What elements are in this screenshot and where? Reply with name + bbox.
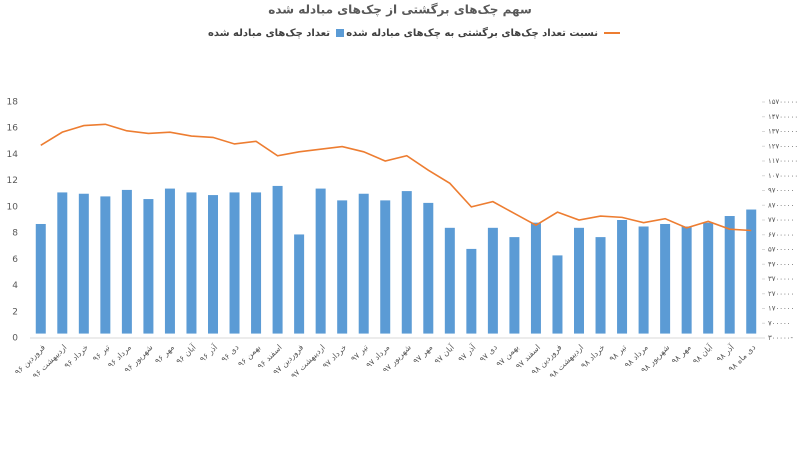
bar: [294, 234, 305, 334]
bar: [509, 237, 520, 334]
bar: [681, 226, 692, 334]
bar: [208, 195, 218, 334]
bar: [337, 200, 348, 334]
bar: [466, 248, 477, 334]
x-tick-label: آذر ۹۶: [197, 342, 219, 364]
y-tick-label: 14: [7, 150, 19, 160]
y2-tick-label: ۱۱۷۰۰۰۰۰: [768, 157, 798, 165]
bar: [660, 223, 671, 334]
x-tick-label: خرداد ۹۶: [63, 343, 91, 371]
bar: [121, 189, 132, 334]
x-tick-label: آبان ۹۷: [432, 342, 457, 367]
y-tick-label: 6: [12, 255, 18, 265]
bar: [164, 188, 175, 334]
bar: [487, 227, 498, 334]
bar: [724, 216, 735, 334]
bar: [703, 222, 714, 334]
bar: [530, 222, 541, 334]
y2-tick-label: ۴۷۰۰۰۰۰: [768, 260, 794, 268]
bar: [423, 202, 434, 334]
y2-tick-label: ۷۰۰۰۰۰: [768, 319, 791, 327]
y2-tick-label: ۹۷۰۰۰۰۰: [768, 187, 794, 195]
bar: [100, 196, 111, 334]
bar: [638, 226, 649, 334]
y-tick-label: 8: [12, 229, 18, 239]
y-tick-label: 0: [12, 334, 18, 344]
legend-marker: [336, 29, 344, 37]
x-tick-label: مهر ۹۶: [153, 343, 176, 366]
y-tick-label: 4: [12, 281, 18, 291]
y2-tick-label: ۵۷۰۰۰۰۰: [768, 246, 794, 254]
legend-label: نسبت تعداد چک‌های برگشتی به چک‌های مبادل…: [346, 26, 598, 39]
y2-tick-label: ۸۷۰۰۰۰۰: [768, 201, 794, 209]
bar: [617, 220, 628, 334]
x-tick-label: آبان ۹۶: [174, 342, 199, 367]
bar: [251, 192, 262, 334]
bar: [272, 185, 283, 334]
bar: [552, 255, 563, 334]
y2-tick-label: ۱۵۷۰۰۰۰۰: [768, 98, 798, 106]
bar: [229, 192, 240, 334]
y2-tick-label: ۶۷۰۰۰۰۰: [768, 231, 794, 239]
y-tick-label: 18: [7, 98, 19, 108]
bar: [380, 200, 391, 334]
bar: [315, 188, 326, 334]
bar: [186, 192, 197, 334]
y2-tick-label: ۱۷۰۰۰۰۰: [768, 305, 794, 313]
y2-tick-label: ۳۰۰۰۰۰-: [768, 334, 794, 342]
bar: [746, 209, 757, 334]
y2-tick-label: ۱۴۷۰۰۰۰۰: [768, 113, 798, 121]
y2-tick-label: ۳۷۰۰۰۰۰: [768, 275, 794, 283]
bar: [595, 237, 606, 334]
bar: [574, 227, 584, 334]
y-tick-label: 12: [7, 176, 18, 186]
x-tick-label: آذر ۹۷: [456, 342, 478, 364]
x-tick-label: خرداد ۹۸: [579, 343, 607, 371]
legend-label: تعداد چک‌های مبادله شده: [208, 28, 330, 39]
y-tick-label: 16: [7, 124, 19, 134]
bar: [78, 193, 89, 334]
y2-tick-label: ۱۰۷۰۰۰۰۰: [768, 172, 798, 180]
x-tick-label: مهر ۹۷: [411, 343, 434, 366]
y2-tick-label: ۱۲۷۰۰۰۰۰: [768, 142, 798, 150]
y-tick-label: 2: [12, 307, 18, 317]
x-tick-label: خرداد ۹۷: [321, 343, 349, 371]
y2-tick-label: ۷۷۰۰۰۰۰: [768, 216, 794, 224]
y2-tick-label: ۱۳۷۰۰۰۰۰: [768, 128, 798, 136]
bar: [35, 223, 46, 334]
bar: [444, 227, 455, 334]
line: [40, 123, 752, 232]
x-tick-label: مهر ۹۸: [670, 343, 693, 366]
y2-tick-label: ۲۷۰۰۰۰۰: [768, 290, 794, 298]
y-tick-label: 10: [7, 202, 19, 212]
bar: [57, 192, 68, 334]
chart-title: سهم چک‌های برگشتی از چک‌های مبادله شده: [268, 3, 532, 17]
bar: [358, 193, 369, 334]
x-tick-label: آبان ۹۸: [690, 342, 715, 367]
bar: [401, 191, 412, 334]
bar: [143, 199, 154, 334]
